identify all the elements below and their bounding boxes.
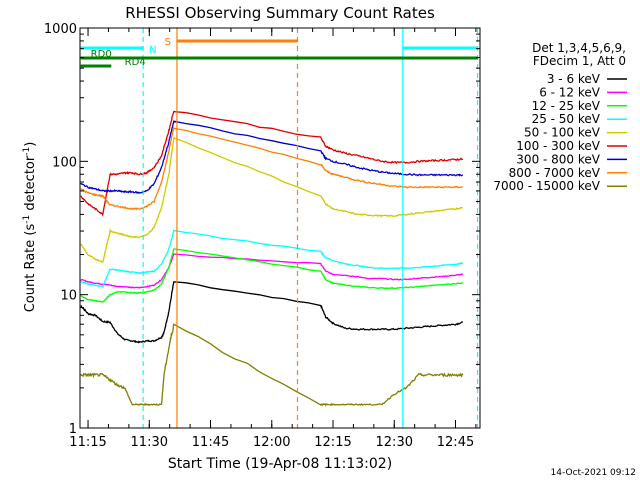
legend-label-6: 100 - 300 keV [516, 139, 600, 153]
flag-label-n: N [149, 45, 156, 56]
y-axis-label-sup2: -1 [22, 147, 32, 156]
flag-label-rd0: RD0 [91, 49, 112, 60]
plot-frame [79, 27, 481, 429]
legend-header-line-1: Det 1,3,4,5,6,9, [532, 41, 626, 55]
y-tick-label-2: 10 [60, 289, 77, 304]
x-tick-label-3: 11:45 [192, 435, 229, 450]
legend-label-9: 7000 - 15000 keV [493, 179, 600, 193]
x-axis-label: Start Time (19-Apr-08 11:13:02) [168, 456, 392, 472]
y-tick-label-3: 100 [52, 155, 77, 170]
series-line-4 [80, 229, 464, 288]
series-line-6 [80, 110, 464, 217]
footer-date: 14-Oct-2021 09:12 [551, 468, 636, 478]
y-axis-label-main: Count Rate (s [23, 224, 38, 313]
legend-label-5: 50 - 100 keV [524, 126, 601, 140]
legend-label-3: 12 - 25 keV [532, 99, 601, 113]
series-line-2 [80, 253, 464, 289]
y-tick-label-4: 1000 [44, 22, 77, 37]
series-line-7 [80, 120, 463, 195]
legend-label-2: 6 - 12 keV [539, 85, 601, 99]
x-tick-label-6: 12:30 [376, 435, 413, 450]
y-axis-label-sup1: -1 [22, 215, 32, 224]
x-tick-label-5: 12:15 [314, 435, 351, 450]
series-line-8 [80, 127, 463, 211]
y-axis-label-end: ) [23, 142, 38, 147]
chart-title: RHESSI Observing Summary Count Rates [125, 4, 435, 22]
y-axis-label: Count Rate (s-1 detector-1) [22, 142, 38, 313]
series-line-5 [80, 137, 464, 263]
legend-label-4: 25 - 50 keV [532, 112, 601, 126]
flag-label-rd4: RD4 [125, 57, 146, 68]
series-line-1 [80, 281, 464, 344]
series-line-9 [80, 323, 464, 407]
legend-label-1: 3 - 6 keV [547, 72, 601, 86]
legend-label-7: 300 - 800 keV [516, 152, 600, 166]
plot-overlays: NS RD0 RD4 [80, 28, 479, 428]
x-tick-label-4: 12:00 [253, 435, 290, 450]
axis-ticks: 11:15 11:30 11:45 12:00 12:15 12:30 12:45 1 10 10… [44, 22, 480, 450]
x-tick-label-2: 11:30 [131, 435, 168, 450]
y-tick-label-1: 1 [69, 422, 77, 437]
series-line-3 [80, 248, 464, 303]
y-axis-label-mid: detector [23, 155, 38, 215]
x-tick-label-1: 11:15 [69, 435, 106, 450]
legend-label-8: 800 - 7000 keV [509, 166, 601, 180]
plot-series [80, 110, 464, 407]
legend-header-line-2: FDecim 1, Att 0 [533, 54, 626, 68]
flag-label-s: S [165, 37, 171, 48]
x-tick-label-7: 12:45 [437, 435, 474, 450]
